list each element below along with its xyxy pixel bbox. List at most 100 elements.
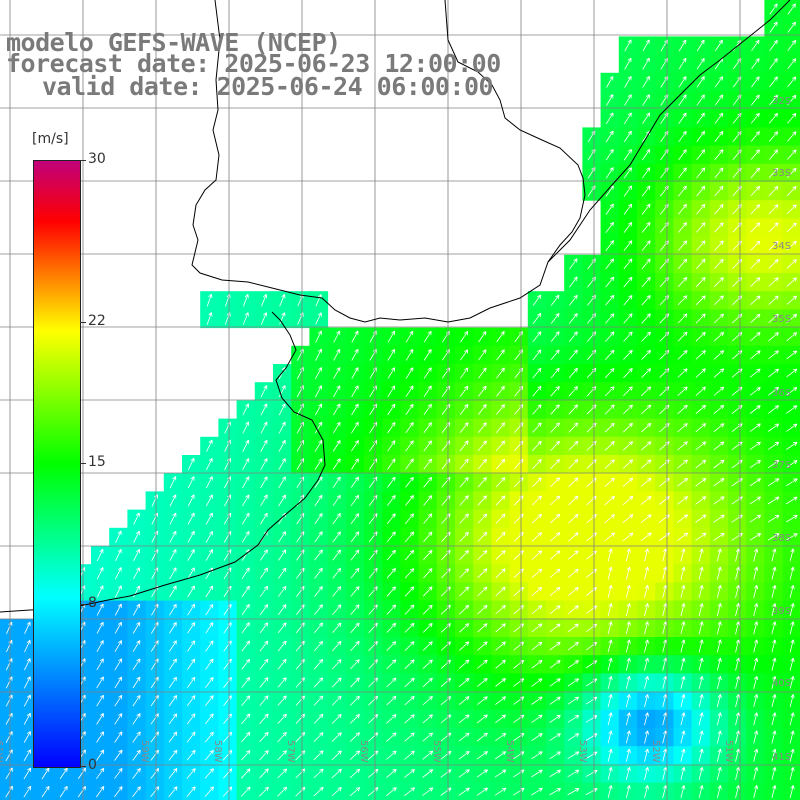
wind-arrow xyxy=(205,476,213,489)
wind-arrow xyxy=(532,331,542,343)
wind-arrow xyxy=(495,422,506,433)
wind-arrow xyxy=(642,39,650,52)
wind-arrow xyxy=(333,367,341,379)
wind-arrow xyxy=(695,404,706,415)
wind-arrow xyxy=(59,785,68,798)
colorbar-tick-label: 0 xyxy=(88,757,97,773)
wind-arrow xyxy=(695,313,706,324)
wind-arrow xyxy=(716,621,722,635)
wind-arrow xyxy=(476,787,489,796)
wind-arrow xyxy=(753,748,759,762)
wind-arrow xyxy=(349,714,360,724)
wind-arrow xyxy=(405,513,414,524)
coastline xyxy=(191,0,586,323)
wind-arrow xyxy=(206,457,213,471)
wind-arrow xyxy=(277,677,287,688)
wind-arrow xyxy=(568,440,579,451)
wind-arrow xyxy=(786,277,797,287)
wind-arrow xyxy=(277,604,287,616)
wind-arrow xyxy=(386,513,396,525)
wind-arrow xyxy=(751,76,760,88)
wind-arrow xyxy=(622,459,634,469)
wind-arrow xyxy=(640,459,652,469)
wind-arrow xyxy=(641,185,651,197)
wind-arrow xyxy=(787,58,797,70)
wind-arrow xyxy=(716,694,722,708)
lat-label: 36S xyxy=(772,388,791,399)
wind-arrow xyxy=(114,621,122,634)
wind-arrow xyxy=(115,567,122,580)
wind-arrow xyxy=(771,548,777,562)
wind-arrow xyxy=(5,712,13,725)
colorbar xyxy=(33,160,81,768)
wind-arrow xyxy=(787,94,797,106)
wind-arrow xyxy=(605,148,614,161)
wind-arrow xyxy=(205,658,214,670)
wind-arrow xyxy=(96,676,104,689)
wind-arrow xyxy=(277,585,287,597)
wind-arrow xyxy=(205,512,213,525)
colorbar-tick xyxy=(80,604,86,606)
wind-arrow xyxy=(753,548,759,562)
wind-arrow xyxy=(513,586,524,597)
wind-arrow xyxy=(787,76,797,88)
wind-arrow xyxy=(114,658,123,671)
wind-arrow xyxy=(295,640,305,652)
wind-arrow xyxy=(477,550,488,560)
wind-arrow xyxy=(698,766,704,780)
wind-arrow xyxy=(786,186,797,197)
wind-arrow xyxy=(750,295,761,305)
wind-arrow xyxy=(713,313,724,324)
wind-arrow xyxy=(696,185,706,197)
wind-arrow xyxy=(332,604,342,615)
wind-arrow xyxy=(767,423,780,432)
wind-arrow xyxy=(351,367,359,379)
wind-arrow xyxy=(477,531,488,542)
wind-arrow xyxy=(568,367,578,379)
wind-arrow xyxy=(586,587,597,596)
wind-arrow xyxy=(713,386,725,396)
wind-arrow xyxy=(333,403,341,416)
wind-arrow xyxy=(644,766,649,780)
lat-label: 40S xyxy=(772,678,791,689)
wind-arrow xyxy=(41,785,50,798)
wind-arrow xyxy=(678,149,687,161)
wind-arrow xyxy=(771,584,777,598)
wind-arrow xyxy=(623,203,633,215)
wind-arrow xyxy=(241,750,251,761)
wind-arrow xyxy=(404,531,415,543)
wind-arrow xyxy=(625,730,631,744)
wind-arrow xyxy=(768,386,780,396)
wind-arrow xyxy=(133,512,140,525)
wind-arrow xyxy=(278,476,286,489)
wind-arrow xyxy=(696,130,705,142)
wind-arrow xyxy=(716,657,722,671)
wind-arrow xyxy=(423,422,432,434)
wind-arrow xyxy=(423,440,432,452)
wind-arrow xyxy=(786,423,798,432)
wind-arrow xyxy=(767,514,780,523)
wind-arrow xyxy=(714,76,724,88)
wind-arrow xyxy=(313,713,324,724)
wind-arrow xyxy=(568,294,578,306)
wind-arrow xyxy=(279,293,286,307)
wind-arrow xyxy=(678,39,687,52)
wind-arrow xyxy=(168,658,177,670)
wind-arrow xyxy=(259,695,269,706)
wind-arrow xyxy=(242,421,249,434)
wind-arrow xyxy=(749,405,761,414)
wind-arrow xyxy=(114,585,122,598)
wind-arrow xyxy=(678,112,687,124)
wind-arrow xyxy=(641,313,651,324)
wind-arrow xyxy=(242,439,250,452)
wind-arrow xyxy=(680,548,686,562)
wind-arrow xyxy=(259,786,269,797)
wind-arrow xyxy=(422,677,433,688)
wind-arrow xyxy=(605,130,614,143)
wind-arrow xyxy=(243,293,249,307)
wind-arrow xyxy=(495,586,506,597)
wind-arrow xyxy=(785,478,798,487)
wind-arrow xyxy=(677,222,688,233)
wind-arrow xyxy=(422,659,433,669)
